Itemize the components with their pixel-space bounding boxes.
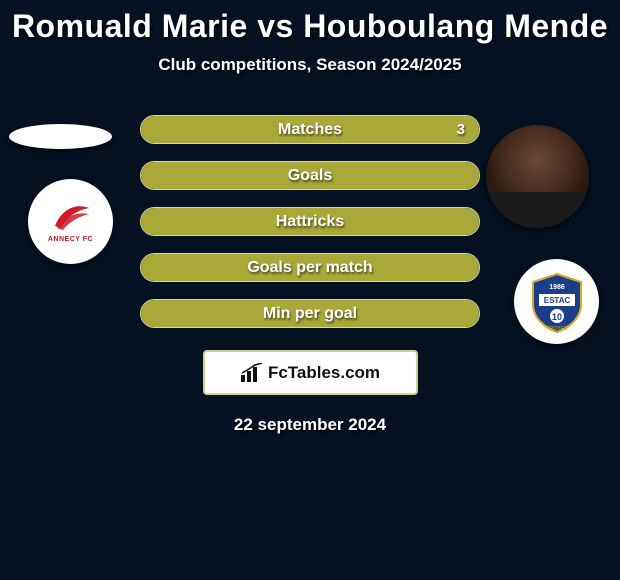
stat-row: Goals per match [140,253,480,282]
page-title: Romuald Marie vs Houboulang Mende [0,0,620,45]
stat-row: Matches 3 [140,115,480,144]
club-left-label: ANNECY FC [48,236,93,243]
stat-value-right: 3 [457,121,465,138]
stat-label: Min per goal [263,305,357,323]
stat-label: Goals [288,167,332,185]
page-subtitle: Club competitions, Season 2024/2025 [0,55,620,75]
stat-row: Goals [140,161,480,190]
stat-row: Min per goal [140,299,480,328]
brand-text: FcTables.com [268,363,380,383]
date-label: 22 september 2024 [0,415,620,435]
svg-text:1986: 1986 [549,284,565,291]
player-right-avatar [486,125,589,228]
brand-box: FcTables.com [203,350,418,395]
annecy-logo-icon [49,200,93,234]
estac-logo-icon: 1986 ESTAC 10 TROYES [525,270,589,334]
stat-label: Goals per match [247,259,372,277]
svg-text:ESTAC: ESTAC [543,296,570,305]
club-right-badge: 1986 ESTAC 10 TROYES [514,259,599,344]
stat-label: Matches [278,121,342,139]
svg-text:TROYES: TROYES [546,326,567,332]
svg-text:10: 10 [551,312,561,322]
stat-row: Hattricks [140,207,480,236]
club-left-badge: ANNECY FC [28,179,113,264]
stat-label: Hattricks [276,213,344,231]
brand-chart-icon [240,363,264,383]
player-left-avatar [9,124,112,149]
